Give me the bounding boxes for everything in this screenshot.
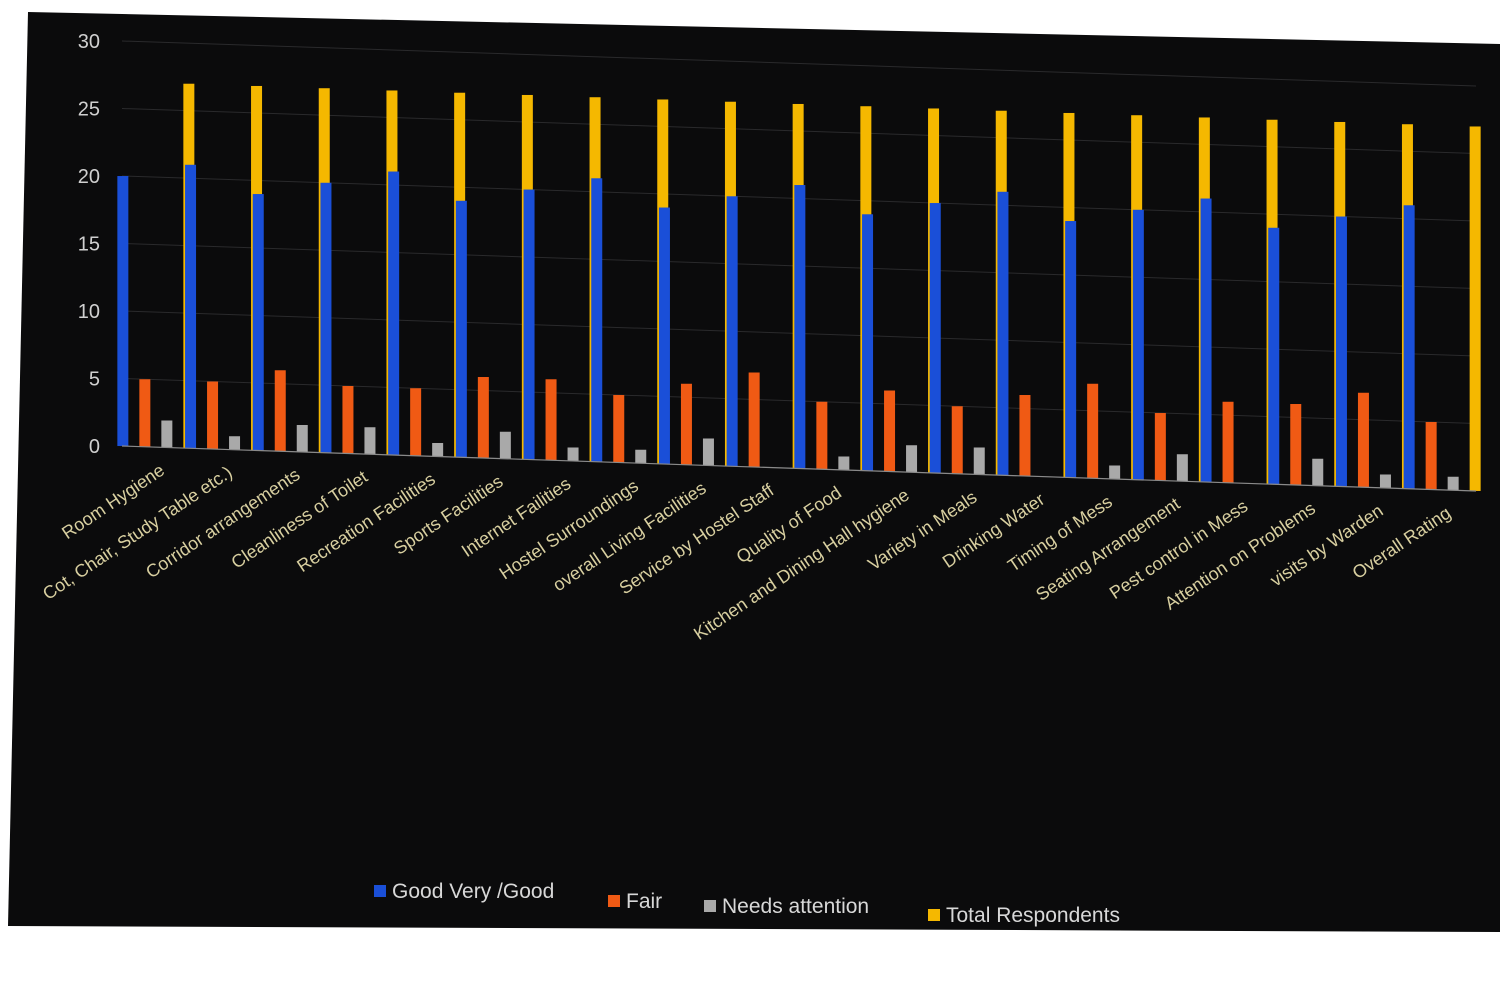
bar — [1425, 422, 1437, 490]
bar — [973, 447, 985, 475]
bars — [117, 83, 1481, 491]
bar — [838, 456, 850, 470]
legend-swatch — [928, 909, 940, 921]
bar — [229, 436, 241, 450]
bar — [613, 395, 625, 463]
bar — [929, 203, 941, 474]
gridline — [121, 40, 1477, 87]
y-tick-label: 0 — [89, 436, 100, 458]
legend-label: Good Very /Good — [392, 880, 554, 903]
bar — [1312, 458, 1324, 486]
bar — [410, 388, 422, 456]
bar — [499, 431, 511, 459]
y-tick-label: 20 — [78, 166, 100, 188]
bar — [726, 196, 738, 467]
bar — [185, 164, 197, 449]
bar — [862, 214, 874, 471]
bar — [658, 207, 670, 465]
bar — [951, 406, 963, 474]
y-tick-label: 15 — [78, 234, 100, 256]
bar — [432, 442, 444, 457]
bar — [794, 185, 806, 469]
y-axis-ticks: 0 5 10 15 20 25 30 — [78, 31, 100, 458]
bar — [906, 445, 918, 473]
bar — [274, 370, 286, 452]
bar — [1109, 465, 1121, 479]
bar — [477, 377, 489, 459]
bar — [1019, 395, 1031, 477]
bar — [884, 390, 896, 472]
bar — [997, 191, 1009, 476]
bar — [139, 379, 151, 447]
bar — [567, 447, 579, 461]
bar — [748, 372, 760, 468]
bar — [296, 424, 308, 452]
bar — [1200, 198, 1212, 483]
bar — [1065, 221, 1077, 478]
bar — [702, 438, 714, 466]
bar — [1132, 209, 1144, 480]
chart-background — [8, 12, 1500, 932]
bar — [320, 182, 332, 453]
x-axis-line — [121, 445, 1477, 492]
bar — [455, 200, 467, 458]
bar — [161, 420, 173, 448]
bar — [117, 176, 129, 447]
y-tick-label: 25 — [78, 99, 100, 121]
bar — [1154, 413, 1166, 481]
bar — [545, 379, 557, 461]
bar — [816, 401, 828, 470]
y-tick-label: 5 — [89, 369, 100, 391]
legend-swatch — [374, 885, 386, 897]
bar — [207, 381, 219, 450]
bar — [1357, 392, 1369, 488]
bar — [591, 178, 603, 462]
legend-label: Fair — [626, 890, 662, 913]
bar — [1222, 401, 1234, 483]
legend: Good Very /Good Fair Needs attention Total … — [374, 880, 1120, 927]
legend-swatch — [704, 900, 716, 912]
bar — [680, 383, 692, 465]
bar — [635, 449, 647, 464]
bar — [364, 427, 376, 455]
bar — [1469, 126, 1481, 491]
bar — [1176, 454, 1188, 482]
y-tick-label: 10 — [78, 301, 100, 323]
bar — [1087, 383, 1099, 479]
bar — [1335, 216, 1347, 487]
y-tick-label: 30 — [78, 31, 100, 53]
bar — [388, 171, 400, 456]
bar — [342, 386, 354, 454]
bar — [1379, 474, 1391, 488]
bar — [1290, 404, 1302, 486]
bar — [252, 194, 264, 451]
legend-swatch — [608, 895, 620, 907]
legend-label: Total Respondents — [946, 904, 1120, 927]
bar — [523, 189, 535, 460]
bar — [1447, 476, 1459, 491]
bar — [1268, 227, 1280, 485]
legend-label: Needs attention — [722, 895, 869, 918]
bar — [1403, 205, 1415, 489]
